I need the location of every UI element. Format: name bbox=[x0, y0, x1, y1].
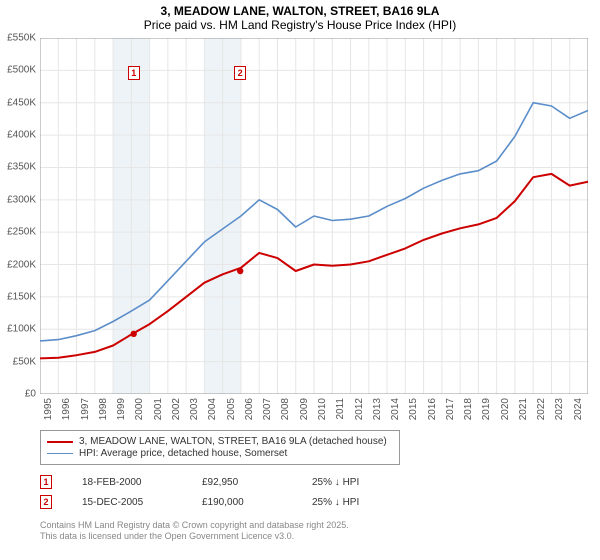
footer: Contains HM Land Registry data © Crown c… bbox=[40, 520, 349, 542]
xtick-label: 2020 bbox=[500, 398, 511, 420]
ytick-label: £250K bbox=[7, 227, 36, 238]
transaction-price: £92,950 bbox=[202, 477, 282, 488]
legend-row: HPI: Average price, detached house, Some… bbox=[47, 448, 393, 459]
chart-marker-2: 2 bbox=[234, 66, 246, 80]
xtick-label: 2007 bbox=[262, 398, 273, 420]
ytick-label: £200K bbox=[7, 259, 36, 270]
transaction-date: 15-DEC-2005 bbox=[82, 497, 172, 508]
transaction-date: 18-FEB-2000 bbox=[82, 477, 172, 488]
xtick-label: 2006 bbox=[244, 398, 255, 420]
xtick-label: 2022 bbox=[536, 398, 547, 420]
ytick-label: £0 bbox=[25, 389, 36, 400]
xtick-label: 2023 bbox=[554, 398, 565, 420]
xtick-label: 2014 bbox=[390, 398, 401, 420]
transactions-table: 1 18-FEB-2000 £92,950 25% ↓ HPI 2 15-DEC-2005… bbox=[40, 472, 588, 512]
xtick-label: 2013 bbox=[372, 398, 383, 420]
xtick-label: 2002 bbox=[171, 398, 182, 420]
transaction-row: 1 18-FEB-2000 £92,950 25% ↓ HPI bbox=[40, 472, 588, 492]
legend-label: HPI: Average price, detached house, Some… bbox=[79, 448, 287, 459]
ytick-label: £300K bbox=[7, 194, 36, 205]
footer-line2: This data is licensed under the Open Gov… bbox=[40, 531, 349, 542]
xtick-label: 2016 bbox=[427, 398, 438, 420]
xtick-label: 1996 bbox=[61, 398, 72, 420]
legend: 3, MEADOW LANE, WALTON, STREET, BA16 9LA… bbox=[40, 430, 400, 465]
ytick-label: £550K bbox=[7, 33, 36, 44]
chart: £0£50K£100K£150K£200K£250K£300K£350K£400… bbox=[40, 38, 588, 394]
transaction-pct: 25% ↓ HPI bbox=[312, 497, 402, 508]
xtick-label: 2011 bbox=[335, 398, 346, 420]
transaction-row: 2 15-DEC-2005 £190,000 25% ↓ HPI bbox=[40, 492, 588, 512]
xtick-label: 2008 bbox=[280, 398, 291, 420]
xtick-label: 1995 bbox=[43, 398, 54, 420]
xtick-label: 2010 bbox=[317, 398, 328, 420]
chart-marker-1: 1 bbox=[128, 66, 140, 80]
transaction-marker: 1 bbox=[40, 475, 52, 489]
xtick-label: 2024 bbox=[573, 398, 584, 420]
xtick-label: 2021 bbox=[518, 398, 529, 420]
ytick-label: £150K bbox=[7, 291, 36, 302]
transaction-marker: 2 bbox=[40, 495, 52, 509]
xtick-label: 2003 bbox=[189, 398, 200, 420]
title-line1: 3, MEADOW LANE, WALTON, STREET, BA16 9LA bbox=[0, 4, 600, 18]
xtick-label: 2000 bbox=[134, 398, 145, 420]
chart-title: 3, MEADOW LANE, WALTON, STREET, BA16 9LA… bbox=[0, 0, 600, 34]
xtick-label: 2018 bbox=[463, 398, 474, 420]
ytick-label: £500K bbox=[7, 65, 36, 76]
xtick-label: 2005 bbox=[226, 398, 237, 420]
ytick-label: £100K bbox=[7, 324, 36, 335]
legend-row: 3, MEADOW LANE, WALTON, STREET, BA16 9LA… bbox=[47, 436, 393, 447]
transaction-pct: 25% ↓ HPI bbox=[312, 477, 402, 488]
legend-swatch bbox=[47, 453, 73, 454]
xtick-label: 2012 bbox=[354, 398, 365, 420]
chart-svg bbox=[40, 38, 588, 394]
xtick-label: 2019 bbox=[481, 398, 492, 420]
title-line2: Price paid vs. HM Land Registry's House … bbox=[0, 18, 600, 32]
transaction-price: £190,000 bbox=[202, 497, 282, 508]
ytick-label: £450K bbox=[7, 97, 36, 108]
ytick-label: £400K bbox=[7, 130, 36, 141]
ytick-label: £50K bbox=[13, 356, 36, 367]
legend-label: 3, MEADOW LANE, WALTON, STREET, BA16 9LA… bbox=[79, 436, 387, 447]
legend-swatch bbox=[47, 441, 73, 443]
xtick-label: 2009 bbox=[299, 398, 310, 420]
xtick-label: 1999 bbox=[116, 398, 127, 420]
ytick-label: £350K bbox=[7, 162, 36, 173]
xtick-label: 2001 bbox=[153, 398, 164, 420]
xtick-label: 2015 bbox=[408, 398, 419, 420]
xtick-label: 2004 bbox=[207, 398, 218, 420]
footer-line1: Contains HM Land Registry data © Crown c… bbox=[40, 520, 349, 531]
xtick-label: 2017 bbox=[445, 398, 456, 420]
page: 3, MEADOW LANE, WALTON, STREET, BA16 9LA… bbox=[0, 0, 600, 560]
xtick-label: 1998 bbox=[98, 398, 109, 420]
xtick-label: 1997 bbox=[80, 398, 91, 420]
